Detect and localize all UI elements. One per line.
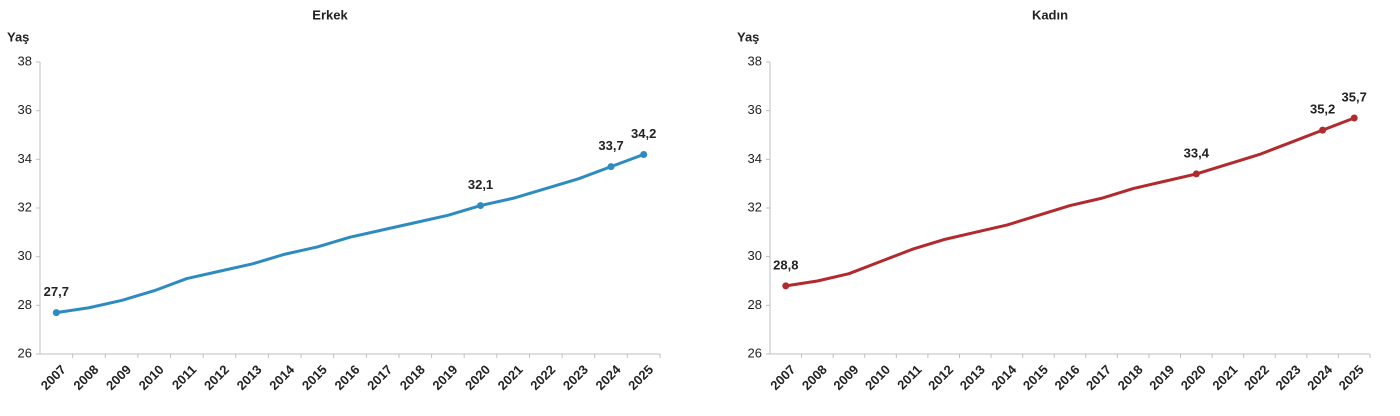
x-tick-label: 2019 — [1146, 362, 1177, 393]
x-tick-label: 2013 — [234, 362, 265, 393]
x-tick-label: 2010 — [136, 362, 167, 393]
x-tick-label: 2017 — [1083, 362, 1114, 393]
x-tick-label: 2018 — [397, 362, 428, 393]
y-axis-label: Yaş — [737, 29, 759, 44]
x-tick-label: 2021 — [1209, 362, 1240, 393]
y-tick-label: 34 — [18, 151, 32, 166]
y-tick-label: 32 — [748, 199, 762, 214]
y-tick-label: 26 — [18, 345, 32, 360]
x-tick-label: 2009 — [103, 362, 134, 393]
x-tick-label: 2017 — [364, 362, 395, 393]
chart-title: Erkek — [312, 7, 348, 22]
x-tick-label: 2010 — [862, 362, 893, 393]
data-point — [52, 309, 60, 317]
chart-title: Kadın — [1032, 7, 1068, 22]
x-tick-label: 2012 — [925, 362, 956, 393]
data-label: 33,4 — [1184, 145, 1210, 160]
y-tick-label: 32 — [18, 199, 32, 214]
data-label: 33,7 — [598, 138, 623, 153]
x-tick-label: 2007 — [767, 362, 798, 393]
y-axis-label: Yaş — [7, 29, 29, 44]
data-label: 34,2 — [631, 126, 656, 141]
x-tick-label: 2009 — [830, 362, 861, 393]
y-tick-label: 36 — [18, 102, 32, 117]
x-tick-label: 2019 — [429, 362, 460, 393]
x-tick-label: 2020 — [1178, 362, 1209, 393]
x-tick-label: 2023 — [1273, 362, 1304, 393]
x-tick-label: 2024 — [1304, 361, 1336, 393]
data-point — [1319, 126, 1327, 134]
data-point — [1350, 114, 1358, 122]
y-tick-label: 30 — [18, 248, 32, 263]
data-line — [785, 116, 1355, 288]
data-label: 27,7 — [44, 284, 69, 299]
x-tick-label: 2015 — [299, 362, 330, 393]
x-tick-label: 2012 — [201, 362, 232, 393]
y-tick-label: 28 — [18, 297, 32, 312]
data-label: 32,1 — [468, 177, 493, 192]
data-label: 35,7 — [1342, 89, 1367, 104]
x-tick-label: 2018 — [1115, 362, 1146, 393]
x-tick-label: 2024 — [593, 361, 625, 393]
x-tick-label: 2008 — [70, 362, 101, 393]
x-tick-label: 2013 — [957, 362, 988, 393]
x-tick-label: 2015 — [1020, 362, 1051, 393]
x-tick-label: 2022 — [527, 362, 558, 393]
x-tick-label: 2011 — [169, 362, 200, 393]
y-tick-label: 26 — [748, 345, 762, 360]
data-line — [56, 153, 645, 315]
data-point — [607, 163, 615, 171]
x-tick-label: 2008 — [799, 362, 830, 393]
y-tick-label: 34 — [748, 151, 762, 166]
y-tick-label: 28 — [748, 297, 762, 312]
x-tick-label: 2016 — [1051, 362, 1082, 393]
y-tick-label: 38 — [18, 53, 32, 68]
y-tick-label: 38 — [748, 53, 762, 68]
x-tick-label: 2022 — [1241, 362, 1272, 393]
data-label: 35,2 — [1310, 102, 1335, 117]
x-tick-label: 2021 — [495, 362, 526, 393]
data-label: 28,8 — [773, 257, 798, 272]
data-point — [1192, 170, 1200, 178]
x-tick-label: 2023 — [560, 362, 591, 393]
y-tick-label: 36 — [748, 102, 762, 117]
x-tick-label: 2007 — [38, 362, 69, 393]
x-tick-label: 2016 — [331, 362, 362, 393]
data-point — [782, 282, 790, 290]
x-tick-label: 2025 — [625, 362, 656, 393]
data-point — [640, 150, 648, 158]
x-tick-label: 2014 — [266, 361, 298, 393]
x-tick-label: 2020 — [462, 362, 493, 393]
y-tick-label: 30 — [748, 248, 762, 263]
data-point — [477, 202, 485, 210]
x-tick-label: 2011 — [894, 362, 925, 393]
x-tick-label: 2014 — [988, 361, 1020, 393]
x-tick-label: 2025 — [1336, 362, 1367, 393]
